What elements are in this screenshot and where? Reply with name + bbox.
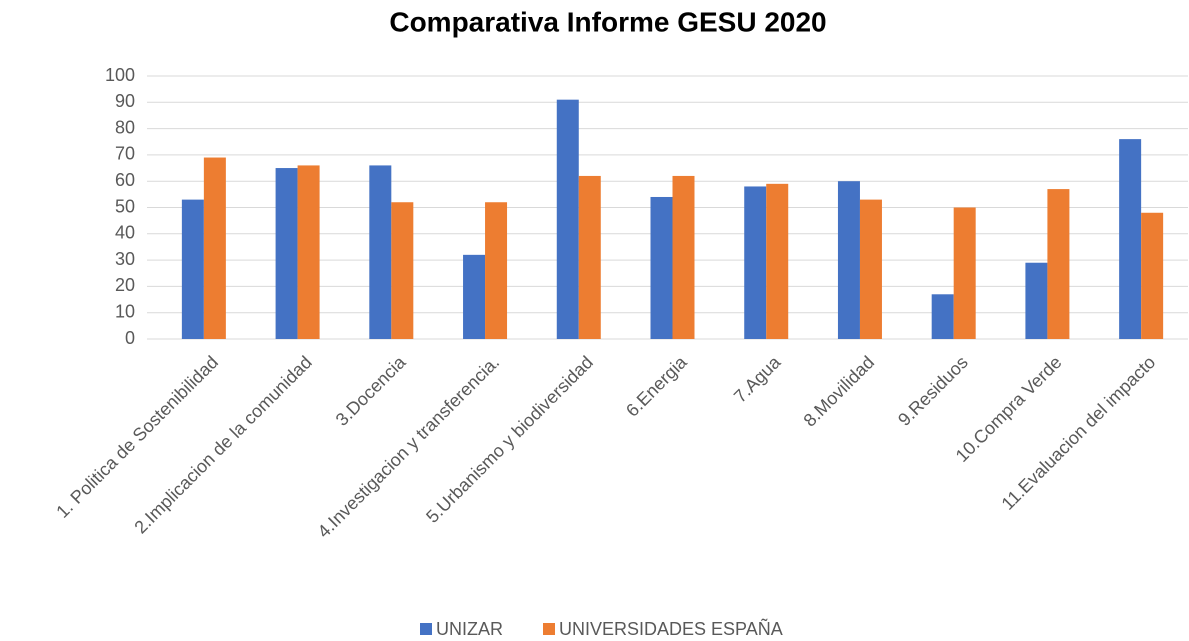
bar [859, 199, 882, 339]
y-tick-label: 80 [115, 117, 135, 137]
chart-title: Comparativa Informe GESU 2020 [389, 6, 826, 37]
x-tick-label: 5.Urbanismo y biodiversidad [422, 352, 597, 527]
bar [953, 207, 976, 339]
bar [463, 254, 486, 339]
legend-label: UNIZAR [436, 619, 503, 639]
x-tick-label: 3.Docencia [332, 351, 411, 430]
y-tick-label: 10 [115, 301, 135, 321]
y-tick-label: 100 [105, 65, 135, 85]
bar [837, 181, 860, 339]
y-tick-label: 0 [125, 328, 135, 348]
legend-swatch [543, 623, 555, 635]
y-tick-label: 60 [115, 170, 135, 190]
x-tick-label: 7.Agua [730, 351, 785, 406]
bar [275, 168, 298, 339]
bar [369, 165, 392, 339]
bar [931, 294, 954, 339]
y-tick-label: 20 [115, 275, 135, 295]
bar [578, 175, 601, 339]
y-tick-label: 70 [115, 144, 135, 164]
bar [391, 202, 414, 339]
bar [744, 186, 767, 339]
bar [556, 99, 579, 339]
bar [672, 175, 695, 339]
y-tick-label: 30 [115, 249, 135, 269]
x-tick-label: 2.Implicacion de la comunidad [130, 352, 315, 537]
y-tick-label: 50 [115, 196, 135, 216]
legend-label: UNIVERSIDADES ESPAÑA [559, 618, 783, 639]
bar [485, 202, 508, 339]
bar [650, 196, 673, 339]
x-tick-label: 4.Investigacion y transferencia. [314, 352, 504, 542]
legend-swatch [420, 623, 432, 635]
bar [297, 165, 320, 339]
bar [1119, 139, 1142, 339]
bar [203, 157, 226, 339]
y-tick-label: 90 [115, 91, 135, 111]
bar [1141, 212, 1164, 339]
x-tick-label: 1. Politica de Sostenibilidad [52, 352, 222, 522]
y-tick-label: 40 [115, 223, 135, 243]
bar [1025, 262, 1048, 339]
bar [181, 199, 204, 339]
x-tick-label: 8.Movilidad [800, 352, 879, 431]
x-tick-label: 6.Energia [622, 351, 691, 420]
x-tick-label: 9.Residuos [894, 352, 972, 430]
bar [1047, 189, 1070, 339]
x-tick-label: 11.Evaluacion del impacto [998, 352, 1160, 514]
bar [766, 183, 789, 339]
